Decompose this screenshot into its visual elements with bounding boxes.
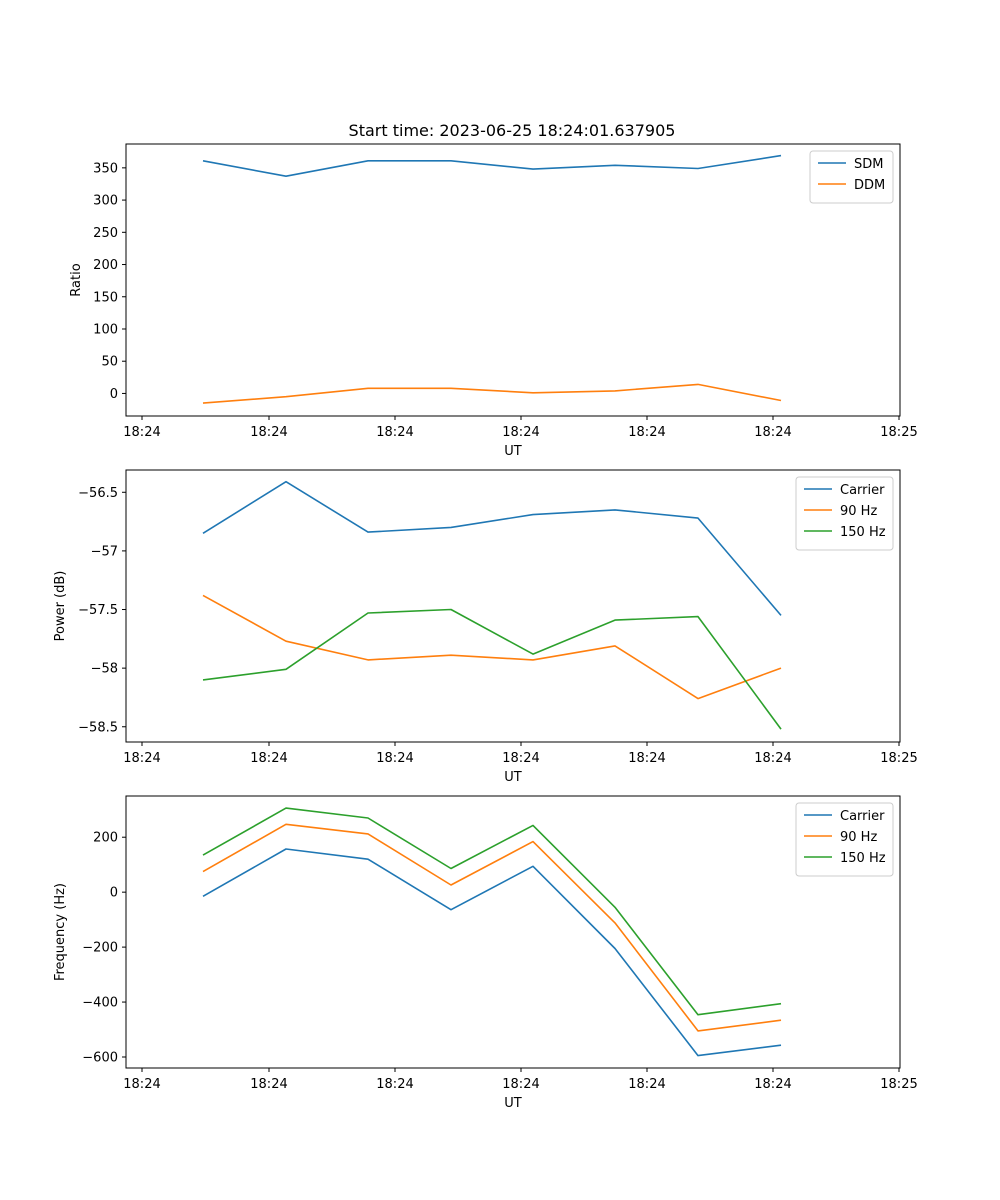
figure-title: Start time: 2023-06-25 18:24:01.637905 bbox=[349, 121, 676, 140]
x-tick-label: 18:24 bbox=[754, 751, 791, 766]
axes-frame bbox=[125, 795, 901, 1069]
subplot-1: 18:24 18:24 18:24 18:24 18:24 18:24 18:25 0 50 10… bbox=[69, 143, 918, 459]
legend-entry: Carrier bbox=[840, 483, 885, 498]
x-tick-label: 18:24 bbox=[376, 751, 413, 766]
legend: Carrier 90 Hz 150 Hz bbox=[795, 802, 894, 877]
subplots: 18:24 18:24 18:24 18:24 18:24 18:24 18:25 0 50 10… bbox=[53, 143, 918, 1111]
x-tick-label: 18:25 bbox=[880, 425, 917, 440]
x-axis-label: UT bbox=[504, 1096, 522, 1111]
x-tick-label: 18:24 bbox=[502, 751, 539, 766]
subplot-2: 18:24 18:24 18:24 18:24 18:24 18:24 18:25 −56.5… bbox=[53, 469, 918, 785]
y-tick-label: 200 bbox=[93, 831, 118, 846]
x-tick-label: 18:24 bbox=[754, 425, 791, 440]
y-tick-label: −58.5 bbox=[78, 720, 118, 735]
y-tick-label: −400 bbox=[82, 996, 118, 1011]
y-tick-label: −58 bbox=[91, 662, 118, 677]
series-line-90-hz bbox=[202, 594, 782, 700]
series-line-ddm bbox=[202, 383, 782, 404]
y-tick-label: −56.5 bbox=[78, 486, 118, 501]
legend-entry: 90 Hz bbox=[840, 504, 877, 519]
series-line-150-hz bbox=[202, 807, 782, 1016]
y-tick-label: 300 bbox=[93, 194, 118, 209]
legend-entry: SDM bbox=[854, 157, 883, 172]
y-tick-label: 50 bbox=[101, 355, 118, 370]
x-tick-label: 18:24 bbox=[250, 751, 287, 766]
y-tick-label: −200 bbox=[82, 941, 118, 956]
legend-entry: 150 Hz bbox=[840, 525, 886, 540]
series-line-carrier bbox=[202, 848, 782, 1057]
x-tick-label: 18:25 bbox=[880, 1077, 917, 1092]
series-line-150-hz bbox=[202, 608, 782, 730]
x-axis-label: UT bbox=[504, 770, 522, 785]
legend-entry: 150 Hz bbox=[840, 851, 886, 866]
y-axis-label: Ratio bbox=[69, 263, 84, 296]
legend-entry: 90 Hz bbox=[840, 830, 877, 845]
x-tick-label: 18:24 bbox=[376, 1077, 413, 1092]
axes-frame bbox=[125, 143, 901, 417]
legend: SDM DDM bbox=[809, 150, 894, 204]
y-tick-label: 0 bbox=[110, 387, 118, 402]
x-tick-label: 18:24 bbox=[250, 425, 287, 440]
x-tick-label: 18:24 bbox=[123, 751, 160, 766]
x-tick-label: 18:24 bbox=[250, 1077, 287, 1092]
legend-entry: DDM bbox=[854, 178, 885, 193]
y-tick-label: 350 bbox=[93, 161, 118, 176]
x-tick-label: 18:24 bbox=[628, 751, 665, 766]
y-tick-label: 250 bbox=[93, 226, 118, 241]
y-tick-label: −57.5 bbox=[78, 603, 118, 618]
x-tick-label: 18:24 bbox=[376, 425, 413, 440]
y-tick-label: 0 bbox=[110, 886, 118, 901]
y-tick-label: 200 bbox=[93, 258, 118, 273]
x-tick-label: 18:24 bbox=[123, 1077, 160, 1092]
y-axis-label: Power (dB) bbox=[53, 571, 68, 642]
series-line-90-hz bbox=[202, 823, 782, 1032]
x-tick-label: 18:24 bbox=[502, 425, 539, 440]
axes-frame bbox=[125, 469, 901, 743]
series-line-sdm bbox=[202, 154, 782, 177]
legend: Carrier 90 Hz 150 Hz bbox=[795, 476, 894, 551]
legend-entry: Carrier bbox=[840, 809, 885, 824]
subplot-3: 18:24 18:24 18:24 18:24 18:24 18:24 18:25 200 0 −… bbox=[53, 795, 918, 1111]
x-tick-label: 18:25 bbox=[880, 751, 917, 766]
series-line-carrier bbox=[202, 480, 782, 616]
y-axis-label: Frequency (Hz) bbox=[53, 883, 68, 981]
x-tick-label: 18:24 bbox=[628, 1077, 665, 1092]
x-tick-label: 18:24 bbox=[123, 425, 160, 440]
y-tick-label: 150 bbox=[93, 290, 118, 305]
x-tick-label: 18:24 bbox=[502, 1077, 539, 1092]
x-axis-label: UT bbox=[504, 444, 522, 459]
legend-box bbox=[809, 150, 894, 204]
y-tick-label: 100 bbox=[93, 322, 118, 337]
x-tick-label: 18:24 bbox=[628, 425, 665, 440]
y-tick-label: −600 bbox=[82, 1051, 118, 1066]
y-tick-label: −57 bbox=[91, 544, 118, 559]
x-tick-label: 18:24 bbox=[754, 1077, 791, 1092]
